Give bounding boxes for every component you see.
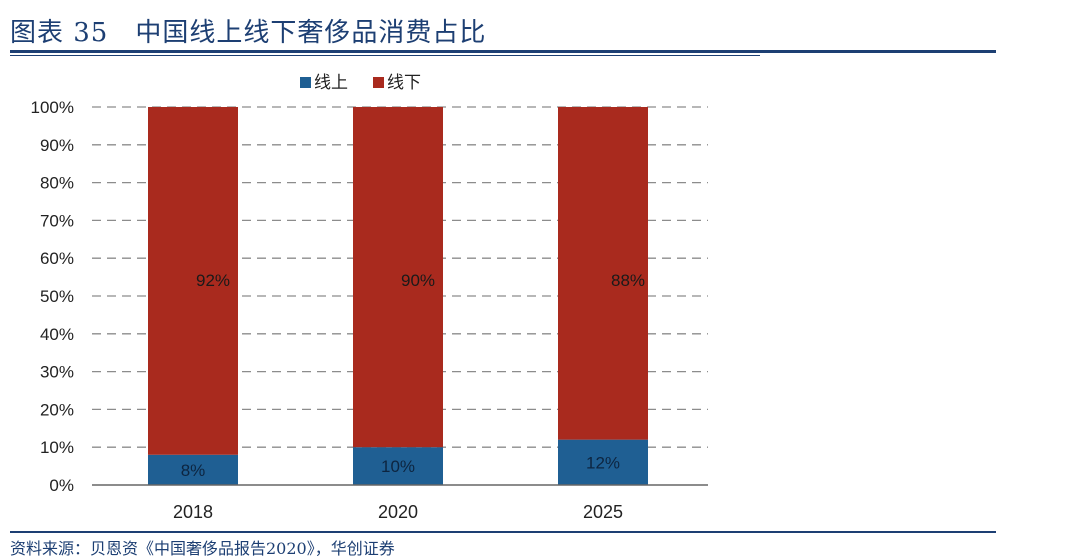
figure-header: 图表 35 中国线上线下奢侈品消费占比 bbox=[10, 8, 1080, 50]
bar-online bbox=[353, 447, 443, 485]
legend-label: 线上 bbox=[314, 73, 348, 92]
bar-offline bbox=[353, 107, 443, 448]
axis-layer: 0% 10% 20% 30% 40% 50% 60% 70% 80% 90% 100% 2018 202… bbox=[31, 98, 708, 522]
data-label: 92% bbox=[196, 271, 230, 290]
figure-title: 图表 35 中国线上线下奢侈品消费占比 bbox=[10, 18, 487, 48]
y-tick-label: 90% bbox=[40, 136, 74, 155]
x-tick-label: 2020 bbox=[378, 502, 418, 522]
data-label: 90% bbox=[401, 271, 435, 290]
header-rule-thin bbox=[10, 55, 760, 56]
y-tick-label: 50% bbox=[40, 287, 74, 306]
label-layer: 8% 92% 10% 90% 12% 88% bbox=[181, 271, 645, 480]
legend-label: 线下 bbox=[387, 73, 421, 92]
bar-online bbox=[148, 454, 238, 485]
y-tick-label: 100% bbox=[31, 98, 74, 117]
bar-online bbox=[558, 439, 648, 485]
x-tick-label: 2018 bbox=[173, 502, 213, 522]
data-label: 88% bbox=[611, 271, 645, 290]
data-label: 10% bbox=[381, 457, 415, 476]
legend-swatch bbox=[300, 77, 311, 88]
header-rule bbox=[10, 50, 996, 53]
legend-swatch bbox=[373, 77, 384, 88]
y-tick-label: 60% bbox=[40, 249, 74, 268]
bar-offline bbox=[558, 107, 648, 440]
y-tick-label: 40% bbox=[40, 325, 74, 344]
source-note: 资料来源：贝恩资《中国奢侈品报告2020》，华创证券 bbox=[10, 539, 395, 558]
y-tick-label: 70% bbox=[40, 211, 74, 230]
y-tick-label: 30% bbox=[40, 363, 74, 382]
y-tick-label: 80% bbox=[40, 174, 74, 193]
y-tick-label: 10% bbox=[40, 438, 74, 457]
data-label: 8% bbox=[181, 461, 206, 480]
bar-offline bbox=[148, 107, 238, 455]
data-label: 12% bbox=[586, 453, 620, 472]
bar-layer bbox=[148, 107, 648, 485]
footer-rule bbox=[10, 531, 996, 533]
x-tick-label: 2025 bbox=[583, 502, 623, 522]
y-tick-label: 20% bbox=[40, 400, 74, 419]
y-tick-label: 0% bbox=[49, 476, 74, 495]
legend: 线上 线下 bbox=[300, 73, 421, 92]
